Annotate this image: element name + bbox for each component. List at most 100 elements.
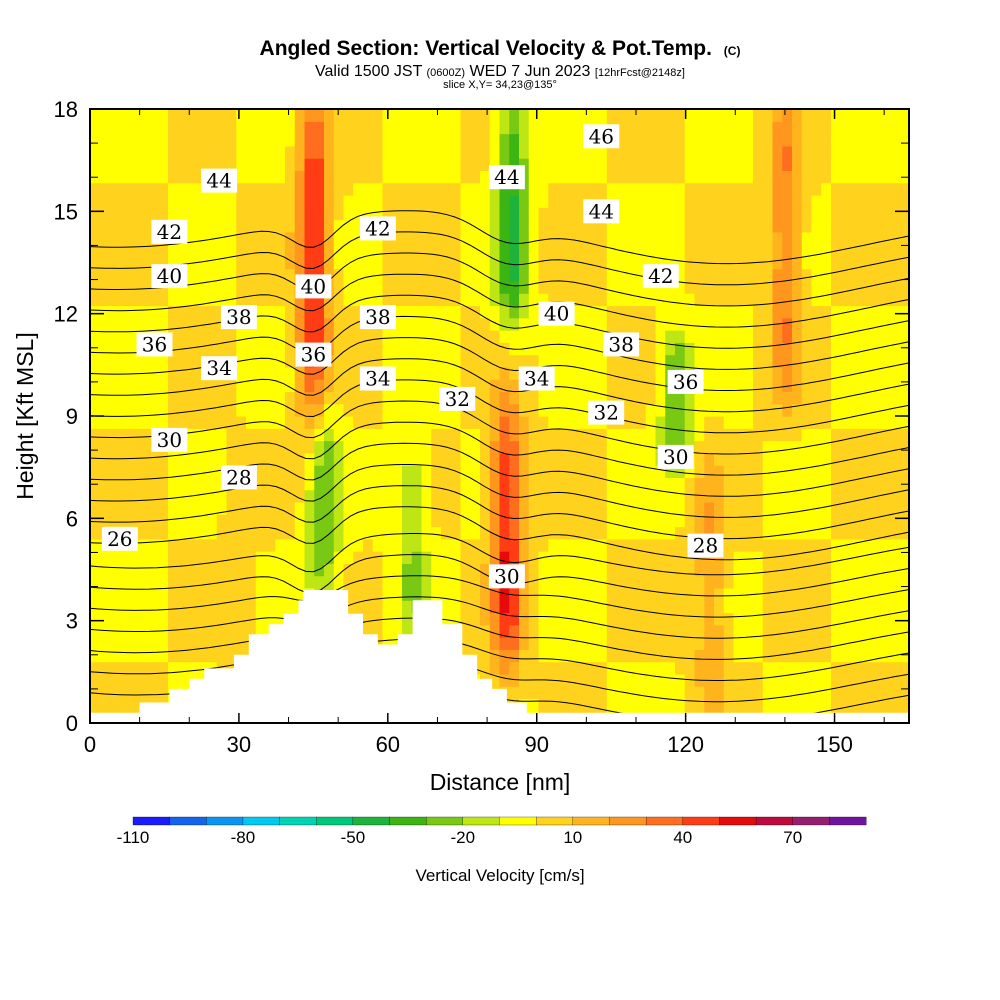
shading-cell: [733, 612, 744, 626]
contour-label-text: 36: [301, 343, 326, 367]
shading-cell: [567, 379, 579, 393]
shading-cell: [265, 121, 276, 135]
shading-cell: [840, 489, 852, 503]
shading-cell: [831, 145, 842, 159]
shading-cell: [138, 416, 150, 429]
shading-cell: [694, 587, 705, 601]
shading-cell: [294, 551, 306, 564]
shading-cell: [899, 489, 909, 503]
shading-cell: [801, 219, 813, 233]
shading-cell: [177, 624, 189, 638]
shading-cell: [899, 403, 909, 417]
shading-cell: [168, 256, 179, 270]
shading-cell: [762, 477, 774, 491]
shading-cell: [636, 477, 647, 491]
colorbar-swatch: [499, 816, 537, 826]
shading-cell: [480, 391, 491, 405]
shading-cell: [236, 207, 247, 221]
shading-cell: [558, 342, 569, 356]
shading-cell: [158, 477, 169, 491]
shading-cell: [294, 575, 306, 589]
shading-cell: [860, 194, 871, 208]
shading-cell: [450, 342, 462, 356]
shading-cell: [528, 563, 540, 577]
shading-cell: [899, 207, 909, 221]
shading-cell: [762, 440, 774, 454]
shading-cell: [109, 268, 120, 282]
shading-cell: [304, 563, 315, 577]
shading-cell: [801, 428, 813, 442]
shading-cell: [616, 526, 627, 540]
theta-contour-line: [90, 231, 909, 286]
shading-cell: [899, 219, 909, 233]
shading-cell: [577, 231, 588, 245]
shading-cell: [889, 280, 900, 294]
shading-cell: [645, 109, 657, 122]
shading-cell: [538, 698, 549, 712]
shading-cell: [733, 231, 744, 245]
shading-cell: [343, 207, 354, 221]
shading-cell: [411, 256, 423, 270]
shading-cell: [236, 219, 247, 233]
shading-cell: [548, 563, 559, 577]
shading-cell: [343, 551, 354, 564]
shading-cell: [528, 293, 540, 307]
shading-cell: [333, 293, 345, 307]
shading-cell: [587, 551, 598, 564]
shading-cell: [187, 612, 198, 626]
shading-cell: [99, 330, 111, 343]
shading-cell: [460, 551, 471, 564]
shading-cell: [606, 563, 618, 577]
shading-cell: [694, 194, 705, 208]
shading-cell: [431, 317, 442, 331]
shading-cell: [792, 366, 803, 380]
shading-cell: [879, 526, 891, 540]
shading-cell: [294, 293, 306, 307]
shading-cell: [99, 145, 111, 159]
shading-cell: [207, 477, 218, 491]
shading-cell: [99, 256, 111, 270]
shading-cell: [304, 551, 315, 564]
shading-cell: [168, 612, 179, 626]
shading-cell: [392, 194, 403, 208]
shading-cell: [402, 109, 413, 122]
shading-cell: [129, 612, 140, 626]
shading-cell: [577, 649, 588, 663]
shading-cell: [801, 342, 813, 356]
shading-cell: [499, 452, 510, 466]
shading-cell: [733, 280, 744, 294]
colorbar-tick-label: -80: [231, 828, 256, 847]
shading-cell: [138, 661, 150, 675]
shading-cell: [353, 219, 364, 233]
shading-cell: [255, 121, 267, 135]
shading-cell: [606, 256, 618, 270]
shading-cell: [772, 403, 783, 417]
shading-cell: [480, 121, 491, 135]
shading-cell: [684, 649, 696, 663]
shading-cell: [577, 416, 588, 429]
shading-cell: [860, 231, 871, 245]
shading-cell: [519, 317, 530, 331]
shading-cell: [792, 489, 803, 503]
shading-cell: [314, 145, 325, 159]
shading-cell: [831, 587, 842, 601]
shading-cell: [850, 207, 861, 221]
shading-cell: [840, 268, 852, 282]
shading-cell: [694, 686, 705, 700]
shading-cell: [665, 293, 676, 307]
shading-cell: [509, 600, 520, 614]
shading-cell: [197, 600, 208, 614]
shading-cell: [480, 158, 491, 171]
shading-cell: [343, 563, 354, 577]
shading-cell: [753, 563, 764, 577]
shading-cell: [889, 686, 900, 700]
theta-contour-line: [90, 506, 909, 561]
shading-cell: [753, 637, 764, 650]
shading-cell: [548, 489, 559, 503]
shading-cell: [177, 465, 189, 478]
shading-cell: [753, 280, 764, 294]
shading-cell: [577, 194, 588, 208]
shading-cell: [236, 231, 247, 245]
shading-cell: [392, 133, 403, 147]
shading-cell: [343, 133, 354, 147]
